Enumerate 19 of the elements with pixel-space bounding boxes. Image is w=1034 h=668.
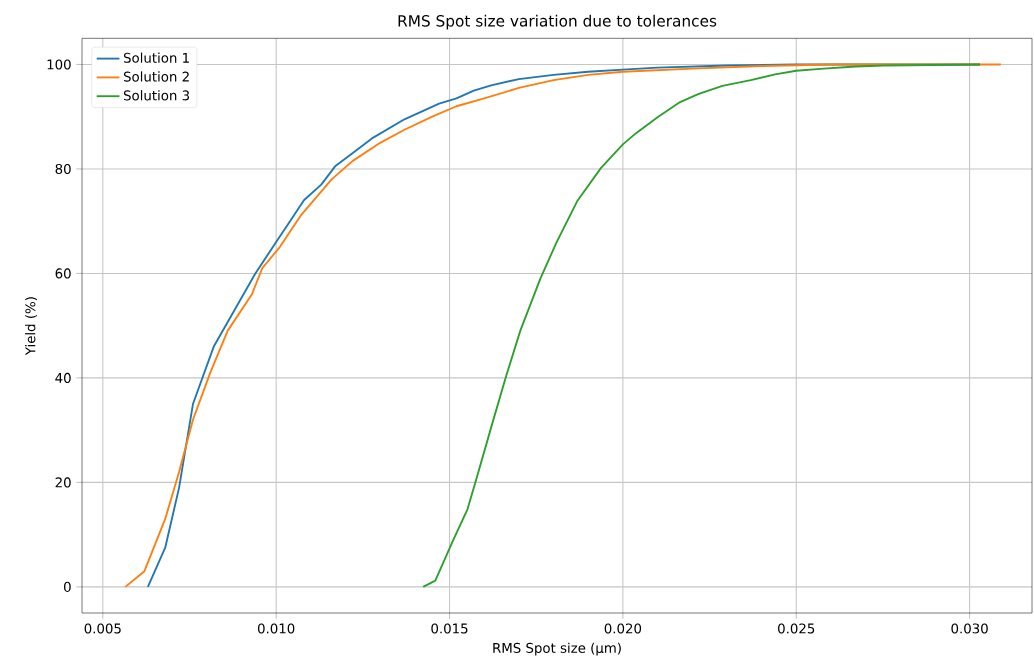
y-axis-title: Yield (%) bbox=[25, 297, 37, 356]
x-tick-label: 0.015 bbox=[431, 623, 468, 634]
y-tick-label: 0 bbox=[64, 581, 71, 592]
legend-label: Solution 3 bbox=[123, 90, 190, 101]
line-series bbox=[422, 63, 981, 588]
legend-label: Solution 1 bbox=[123, 52, 189, 63]
y-tick-label: 80 bbox=[55, 163, 71, 174]
y-tick-label: 60 bbox=[55, 268, 71, 279]
y-tick-label: 20 bbox=[55, 477, 71, 488]
x-tick-label: 0.010 bbox=[257, 623, 295, 634]
chart-title: RMS Spot size variation due to tolerances bbox=[398, 14, 717, 30]
x-tick-label: 0.005 bbox=[84, 623, 121, 634]
x-axis-title: RMS Spot size (µm) bbox=[493, 642, 621, 656]
x-tick-label: 0.025 bbox=[778, 623, 815, 634]
x-tick-label: 0.020 bbox=[604, 623, 642, 634]
y-tick-label: 40 bbox=[55, 372, 71, 383]
x-tick-label: 0.030 bbox=[951, 623, 988, 634]
legend-label: Solution 2 bbox=[123, 71, 189, 82]
y-tick-label: 100 bbox=[47, 59, 71, 70]
